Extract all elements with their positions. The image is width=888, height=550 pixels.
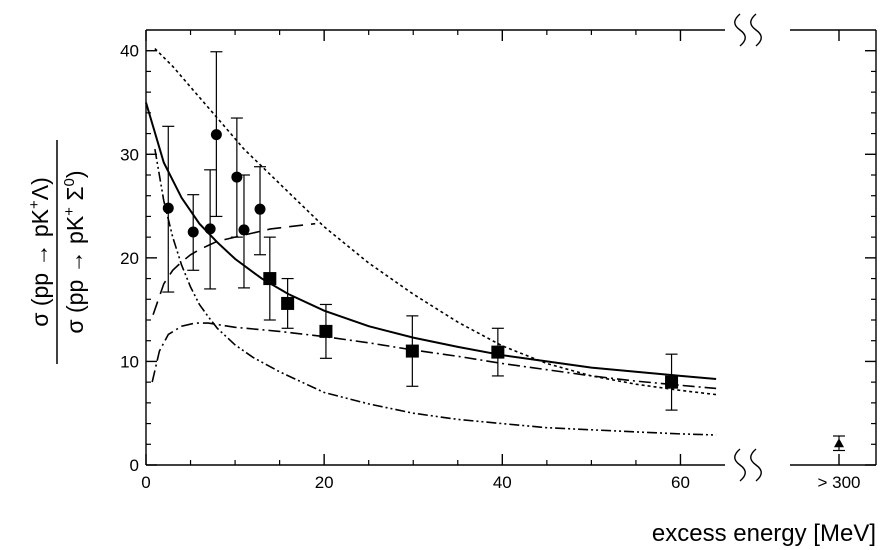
- curve-dash-dot-dot: [154, 148, 717, 436]
- data-point-square: [665, 375, 679, 389]
- y-tick-label: 20: [120, 249, 139, 268]
- y-axis-label-numerator: σ (pp → pK+Λ): [26, 177, 53, 327]
- data-point-circle: [238, 224, 250, 236]
- x-break-tick-label: > 300: [817, 473, 860, 492]
- data-point-triangle: [834, 438, 844, 448]
- ylabel-num-sup: +: [26, 200, 43, 209]
- axis-break-mark: [734, 448, 746, 482]
- data-point-square: [281, 296, 295, 310]
- ylabel-num-part-1: σ (pp → pK: [27, 208, 53, 326]
- plot-frame: [145, 13, 877, 482]
- data-point-circle: [162, 202, 174, 214]
- ylabel-den-part-1: σ (pp → pK: [62, 215, 88, 333]
- ylabel-den-part-2: Σ: [62, 186, 88, 207]
- ylabel-den-sup-2: 0: [61, 178, 78, 186]
- y-axis-label: σ (pp → pK+Λ) σ (pp → pK+ Σ0): [26, 140, 88, 364]
- y-tick-label: 40: [120, 42, 139, 61]
- data-markers: [162, 129, 844, 448]
- data-point-square: [319, 324, 333, 338]
- curve-long-dash: [152, 222, 316, 316]
- axis-break-mark: [750, 13, 762, 47]
- ylabel-den-part-3: ): [62, 170, 88, 178]
- data-point-circle: [254, 203, 266, 215]
- y-tick-label: 30: [120, 145, 139, 164]
- y-tick-label: 10: [120, 352, 139, 371]
- axis-break-mark: [750, 448, 762, 482]
- data-point-square: [491, 345, 505, 359]
- curve-dash-dot: [151, 322, 717, 390]
- data-point-circle: [187, 226, 199, 238]
- axis-ticks: 0 10 20 30 40 0 20 40 60 > 300: [120, 30, 876, 492]
- error-bars: [162, 51, 845, 452]
- curve-dotted: [154, 48, 717, 396]
- curve-solid: [145, 102, 717, 380]
- ylabel-num-part-2: Λ): [27, 177, 53, 200]
- x-tick-label: 60: [671, 473, 690, 492]
- x-axis-label: excess energy [MeV]: [652, 520, 876, 547]
- ylabel-den-sup-1: +: [61, 207, 78, 216]
- x-tick-label: 20: [315, 473, 334, 492]
- x-tick-label: 40: [493, 473, 512, 492]
- data-point-circle: [204, 223, 216, 235]
- axis-break-mark: [734, 13, 746, 47]
- data-point-circle: [210, 129, 222, 141]
- data-point-square: [263, 272, 277, 286]
- model-curves: [145, 48, 717, 436]
- y-tick-label: 0: [130, 456, 139, 475]
- y-axis-label-denominator: σ (pp → pK+ Σ0): [61, 170, 88, 333]
- data-point-circle: [231, 171, 243, 183]
- data-point-square: [405, 344, 419, 358]
- x-tick-label: 0: [141, 473, 150, 492]
